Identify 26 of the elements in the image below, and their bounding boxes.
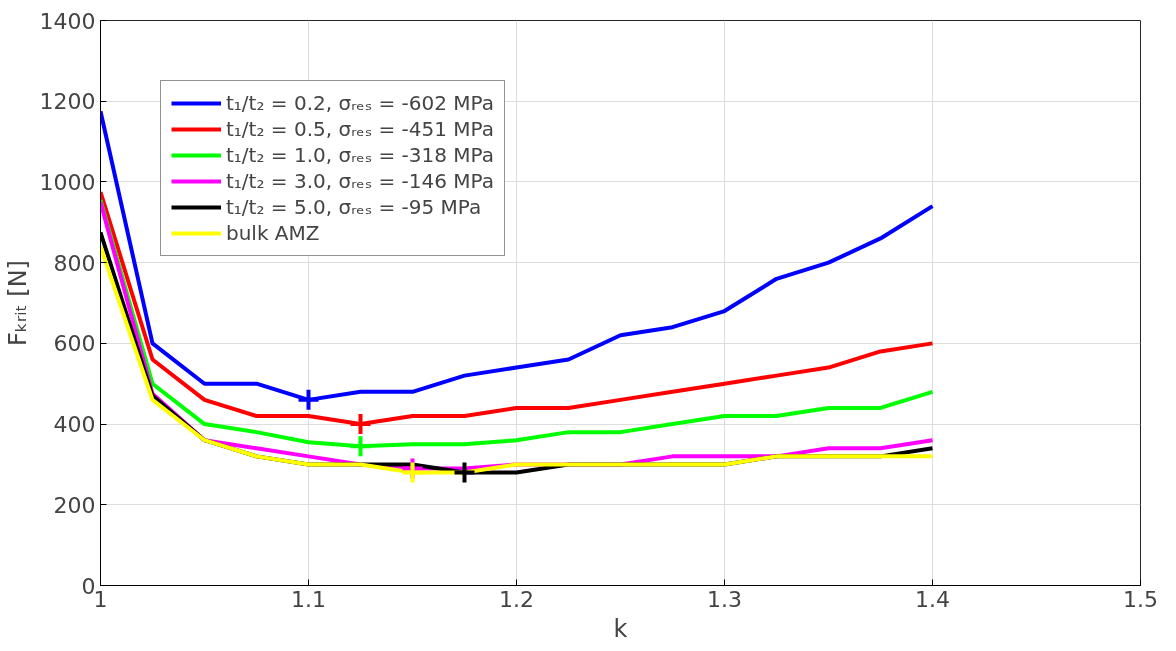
legend-label: t₁/t₂ = 0.2, σᵣₑₛ = -602 MPa (226, 91, 494, 115)
y-axis-title: Fₖᵣᵢₜ [N] (3, 260, 32, 346)
point (348, 412, 373, 437)
legend-label: t₁/t₂ = 0.5, σᵣₑₛ = -451 MPa (226, 117, 494, 141)
y-tick-label: 800 (53, 250, 96, 276)
y-tick-label: 400 (53, 412, 96, 438)
y-tick-label: 200 (53, 492, 96, 518)
x-tick-label: 1.3 (707, 586, 743, 612)
point (296, 387, 321, 412)
x-tick-label: 1.5 (1123, 586, 1159, 612)
legend-label: t₁/t₂ = 5.0, σᵣₑₛ = -95 MPa (226, 195, 482, 219)
legend-label: t₁/t₂ = 3.0, σᵣₑₛ = -146 MPa (226, 169, 494, 193)
y-tick-label: 600 (53, 331, 96, 357)
legend-label: bulk AMZ (226, 221, 320, 245)
legend-label: t₁/t₂ = 1.0, σᵣₑₛ = -318 MPa (226, 143, 494, 167)
y-tick-label: 1000 (39, 169, 96, 195)
x-tick-label: 1 (93, 586, 108, 612)
y-tick-label: 1400 (39, 8, 96, 34)
x-tick-label: 1.4 (915, 586, 951, 612)
x-axis-title: k (613, 614, 628, 643)
point (452, 460, 477, 485)
x-tick-label: 1.2 (499, 586, 535, 612)
point (348, 434, 373, 459)
x-tick-label: 1.1 (291, 586, 327, 612)
y-tick-label: 1200 (39, 89, 96, 115)
y-tick-label: 0 (81, 573, 96, 599)
